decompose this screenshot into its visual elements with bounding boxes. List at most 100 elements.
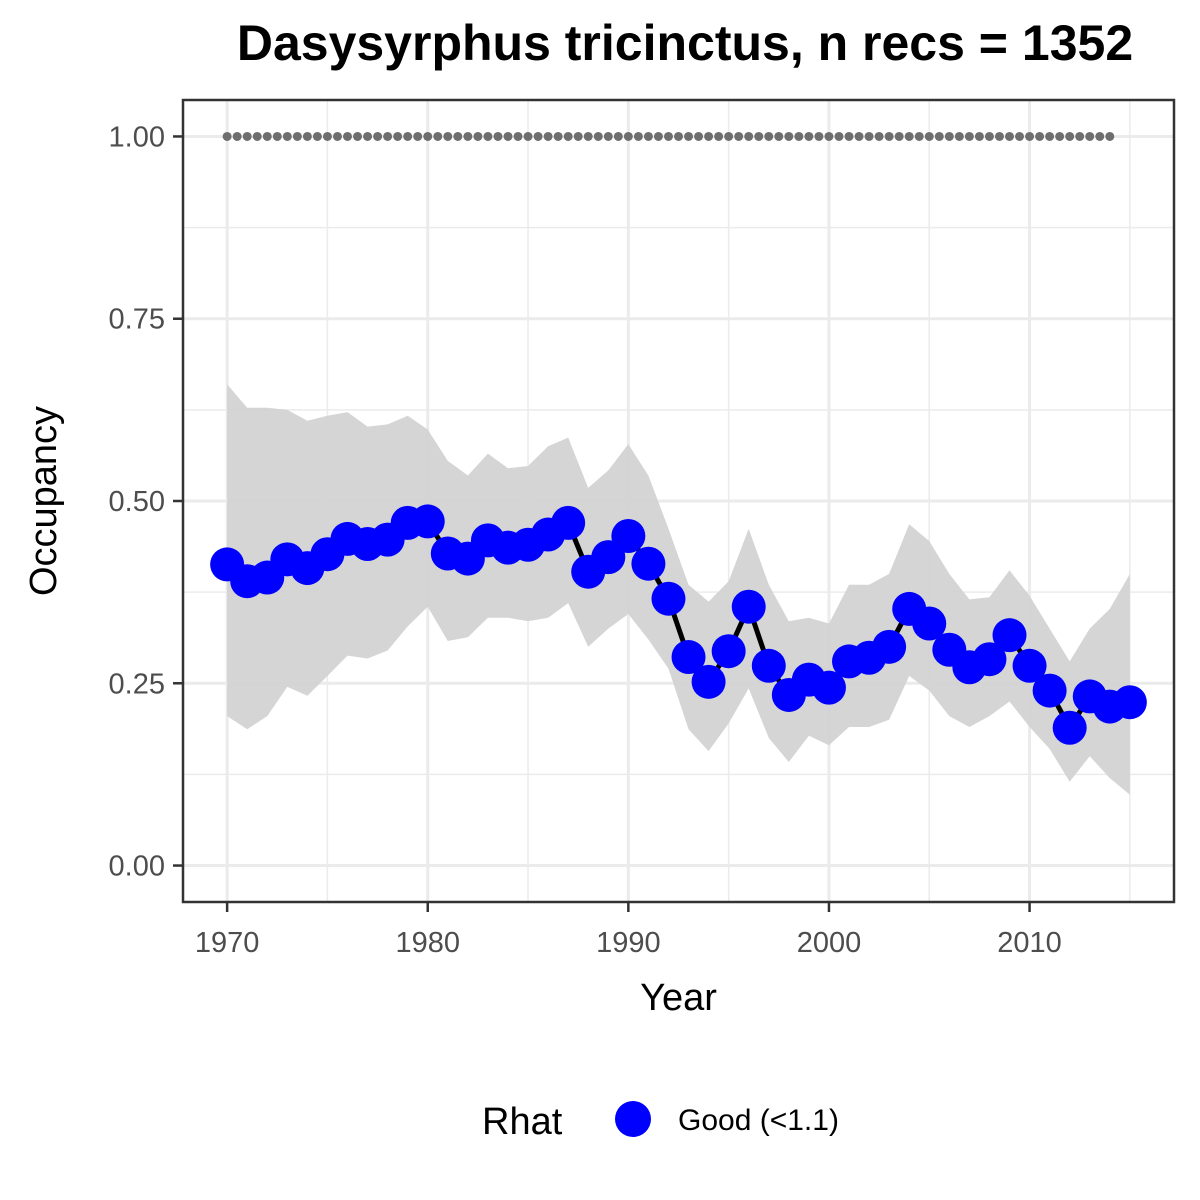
reference-dot — [804, 131, 814, 141]
reference-dot — [914, 131, 924, 141]
reference-dot — [463, 131, 473, 141]
data-point — [731, 589, 766, 624]
data-point — [751, 648, 786, 683]
reference-dot — [633, 131, 643, 141]
reference-dot — [573, 131, 583, 141]
reference-dot — [383, 131, 393, 141]
legend-key-good — [615, 1101, 651, 1137]
reference-dot — [994, 131, 1004, 141]
reference-dot — [322, 131, 332, 141]
reference-dot — [884, 131, 894, 141]
reference-dot — [453, 131, 463, 141]
reference-dot — [1035, 131, 1045, 141]
data-point — [410, 504, 445, 539]
reference-dot — [944, 131, 954, 141]
reference-dot — [473, 131, 483, 141]
reference-dot — [1015, 131, 1025, 141]
reference-dot — [292, 131, 302, 141]
reference-dot — [1045, 131, 1055, 141]
reference-dot — [1095, 131, 1105, 141]
x-tick-label: 1990 — [596, 927, 661, 959]
data-point — [691, 664, 726, 699]
reference-dot — [373, 131, 383, 141]
reference-dot — [834, 131, 844, 141]
reference-dot — [1105, 131, 1115, 141]
reference-dot — [774, 131, 784, 141]
data-point — [551, 505, 586, 540]
reference-dot — [754, 131, 764, 141]
legend-title: Rhat — [482, 1101, 563, 1143]
reference-dot — [332, 131, 342, 141]
reference-dot — [964, 131, 974, 141]
reference-dot — [342, 131, 352, 141]
x-tick-label: 1970 — [195, 927, 260, 959]
reference-dot — [222, 131, 232, 141]
reference-dot — [874, 131, 884, 141]
reference-dot — [1085, 131, 1095, 141]
reference-dot — [583, 131, 593, 141]
y-tick-label: 0.75 — [109, 304, 165, 336]
data-point — [1112, 685, 1147, 720]
data-point — [1012, 648, 1047, 683]
reference-dot — [533, 131, 543, 141]
reference-dot — [724, 131, 734, 141]
reference-dot — [974, 131, 984, 141]
reference-dot — [503, 131, 513, 141]
reference-dot — [1075, 131, 1085, 141]
data-point — [611, 518, 646, 553]
y-tick-label: 0.25 — [109, 668, 165, 700]
data-point — [671, 640, 706, 675]
x-tick-label: 2000 — [797, 927, 862, 959]
reference-dot — [643, 131, 653, 141]
reference-dot — [302, 131, 312, 141]
data-point — [1052, 710, 1087, 745]
reference-dot — [653, 131, 663, 141]
reference-dot — [984, 131, 994, 141]
reference-dot — [603, 131, 613, 141]
reference-dot — [393, 131, 403, 141]
x-tick-label: 1980 — [395, 927, 460, 959]
data-point — [1032, 673, 1067, 708]
reference-dot — [714, 131, 724, 141]
reference-dot — [403, 131, 413, 141]
chart-title: Dasysyrphus tricinctus, n recs = 1352 — [236, 15, 1134, 71]
reference-dot — [924, 131, 934, 141]
reference-dot — [272, 131, 282, 141]
legend-label-good: Good (<1.1) — [678, 1104, 839, 1137]
reference-dot — [413, 131, 423, 141]
x-tick-label: 2010 — [997, 927, 1062, 959]
reference-dot — [483, 131, 493, 141]
reference-dot — [954, 131, 964, 141]
reference-dot — [934, 131, 944, 141]
reference-dot — [674, 131, 683, 141]
data-point — [631, 546, 666, 581]
reference-dot — [312, 131, 322, 141]
x-axis-title: Year — [640, 977, 717, 1019]
reference-dot — [493, 131, 503, 141]
reference-dot — [543, 131, 553, 141]
reference-dot — [1055, 131, 1065, 141]
reference-dot — [864, 131, 874, 141]
reference-dot — [704, 131, 714, 141]
reference-dot — [262, 131, 272, 141]
reference-dot — [252, 131, 262, 141]
data-point — [992, 618, 1027, 653]
reference-dot — [764, 131, 774, 141]
reference-dot — [824, 131, 834, 141]
reference-dot — [232, 131, 242, 141]
reference-dot — [794, 131, 804, 141]
reference-dot — [854, 131, 864, 141]
data-point — [591, 540, 626, 575]
reference-dot — [1005, 131, 1015, 141]
reference-dot — [784, 131, 794, 141]
reference-dot — [423, 131, 433, 141]
reference-dot — [353, 131, 363, 141]
y-tick-label: 1.00 — [109, 121, 165, 153]
reference-dot — [894, 131, 904, 141]
reference-dot — [904, 131, 914, 141]
y-tick-label: 0.00 — [109, 851, 165, 883]
data-point — [651, 581, 686, 616]
reference-dot — [663, 131, 673, 141]
